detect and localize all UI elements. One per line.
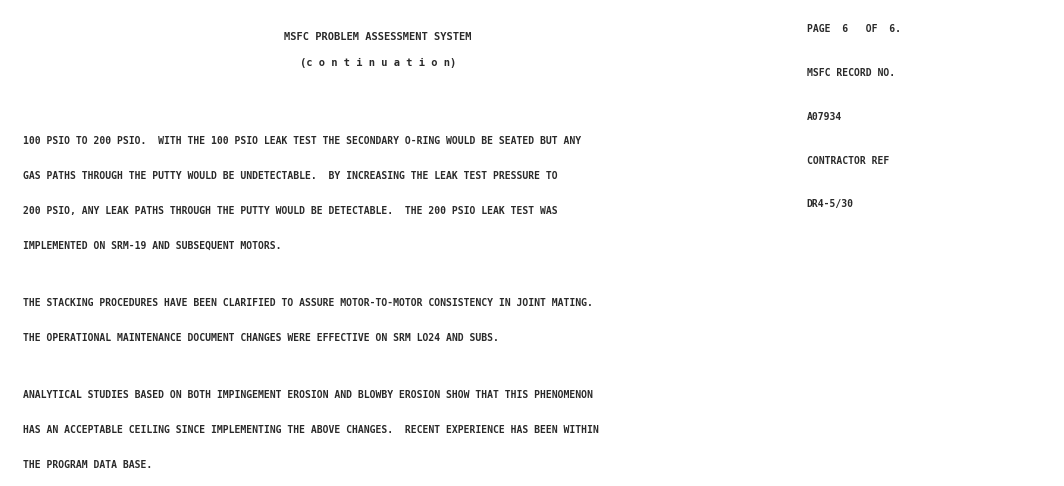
Text: GAS PATHS THROUGH THE PUTTY WOULD BE UNDETECTABLE.  BY INCREASING THE LEAK TEST : GAS PATHS THROUGH THE PUTTY WOULD BE UND… — [23, 171, 558, 181]
Text: ANALYTICAL STUDIES BASED ON BOTH IMPINGEMENT EROSION AND BLOWBY EROSION SHOW THA: ANALYTICAL STUDIES BASED ON BOTH IMPINGE… — [23, 390, 594, 400]
Text: CONTRACTOR REF: CONTRACTOR REF — [807, 156, 888, 166]
Text: THE STACKING PROCEDURES HAVE BEEN CLARIFIED TO ASSURE MOTOR-TO-MOTOR CONSISTENCY: THE STACKING PROCEDURES HAVE BEEN CLARIF… — [23, 298, 594, 308]
Text: (c o n t i n u a t i o n): (c o n t i n u a t i o n) — [300, 58, 455, 69]
Text: THE PROGRAM DATA BASE.: THE PROGRAM DATA BASE. — [23, 460, 152, 470]
Text: 200 PSIO, ANY LEAK PATHS THROUGH THE PUTTY WOULD BE DETECTABLE.  THE 200 PSIO LE: 200 PSIO, ANY LEAK PATHS THROUGH THE PUT… — [23, 206, 558, 216]
Text: MSFC RECORD NO.: MSFC RECORD NO. — [807, 68, 895, 78]
Text: MSFC PROBLEM ASSESSMENT SYSTEM: MSFC PROBLEM ASSESSMENT SYSTEM — [284, 32, 471, 42]
Text: THE OPERATIONAL MAINTENANCE DOCUMENT CHANGES WERE EFFECTIVE ON SRM LO24 AND SUBS: THE OPERATIONAL MAINTENANCE DOCUMENT CHA… — [23, 333, 499, 343]
Text: A07934: A07934 — [807, 112, 842, 122]
Text: IMPLEMENTED ON SRM-19 AND SUBSEQUENT MOTORS.: IMPLEMENTED ON SRM-19 AND SUBSEQUENT MOT… — [23, 241, 282, 251]
Text: PAGE  6   OF  6.: PAGE 6 OF 6. — [807, 24, 900, 35]
Text: HAS AN ACCEPTABLE CEILING SINCE IMPLEMENTING THE ABOVE CHANGES.  RECENT EXPERIEN: HAS AN ACCEPTABLE CEILING SINCE IMPLEMEN… — [23, 425, 599, 435]
Text: DR4-5/30: DR4-5/30 — [807, 199, 853, 209]
Text: 100 PSIO TO 200 PSIO.  WITH THE 100 PSIO LEAK TEST THE SECONDARY O-RING WOULD BE: 100 PSIO TO 200 PSIO. WITH THE 100 PSIO … — [23, 136, 582, 146]
